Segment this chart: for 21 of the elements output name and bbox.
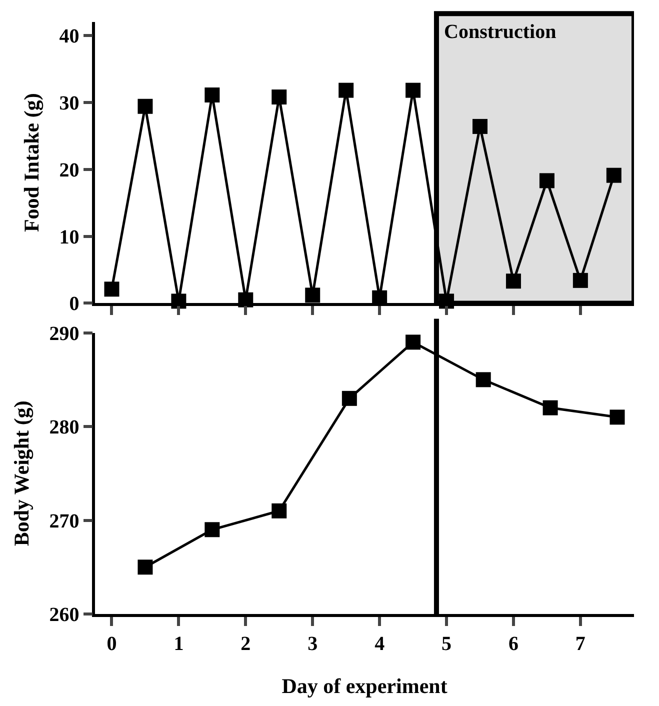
y-axis-title: Food Intake (g) xyxy=(19,93,44,232)
band-label: Construction xyxy=(444,21,556,43)
y-tick-label: 280 xyxy=(49,416,80,439)
y-tick-label: 10 xyxy=(59,226,80,248)
y-tick-label: 260 xyxy=(49,604,80,626)
y-tick-label: 30 xyxy=(59,92,80,114)
y-axis-title: Body Weight (g) xyxy=(9,400,34,546)
x-tick-label: 2 xyxy=(240,632,251,655)
x-tick-label: 5 xyxy=(442,632,452,655)
x-tick-label: 1 xyxy=(174,632,184,655)
x-tick-label: 7 xyxy=(575,632,586,655)
y-tick-label: 0 xyxy=(69,293,80,316)
x-tick-label: 6 xyxy=(508,632,518,655)
y-tick-label: 270 xyxy=(49,510,80,532)
x-tick-label: 4 xyxy=(374,632,385,655)
y-tick-label: 40 xyxy=(59,25,80,48)
y-tick-label: 290 xyxy=(49,322,80,345)
y-tick-label: 20 xyxy=(59,159,80,182)
x-tick-label: 0 xyxy=(106,632,117,655)
x-axis-title: Day of experiment xyxy=(282,674,448,698)
x-tick-label: 3 xyxy=(308,632,318,655)
